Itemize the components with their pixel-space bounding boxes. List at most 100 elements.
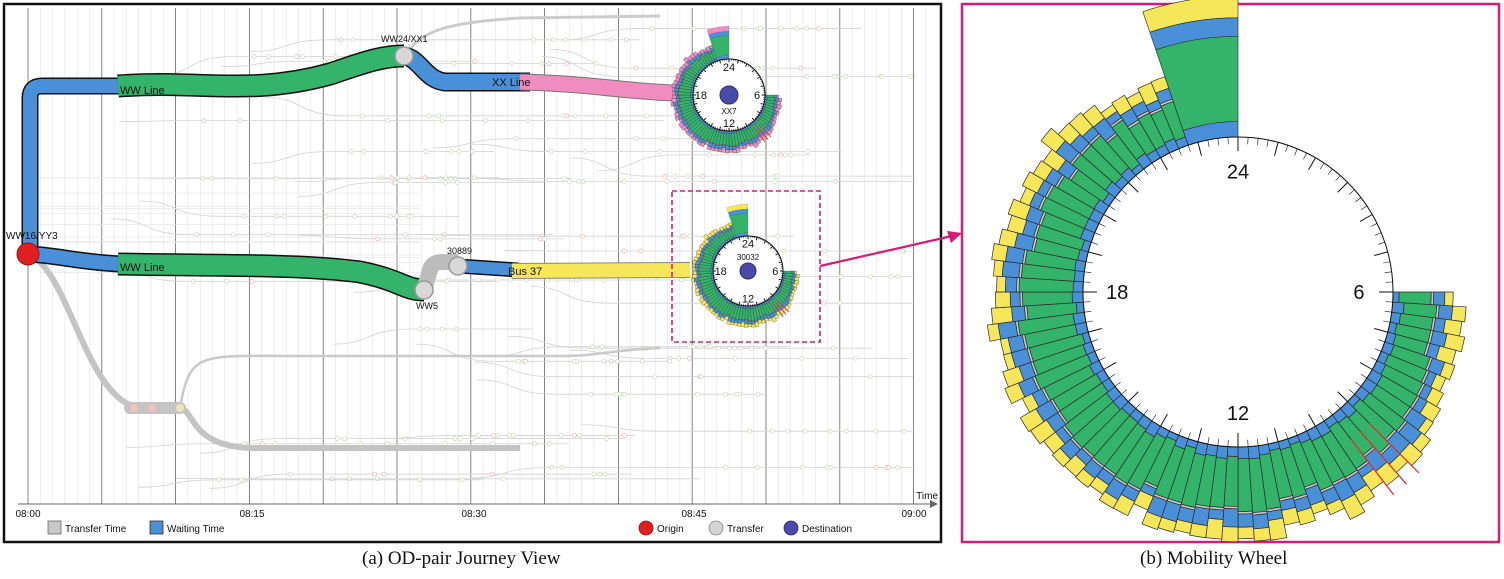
network-stop <box>583 150 587 154</box>
network-stop <box>410 214 414 218</box>
network-stop <box>874 429 878 433</box>
network-stop <box>800 356 804 360</box>
network-stop <box>201 177 205 181</box>
clock-label-6: 6 <box>1353 282 1364 304</box>
network-stop <box>347 477 351 481</box>
upper-seg2-label: XX Line <box>492 77 531 89</box>
wheel-segment <box>774 95 777 98</box>
network-stop <box>821 301 825 305</box>
network-stop <box>437 114 441 118</box>
network-stop <box>677 356 681 360</box>
network-stop <box>240 478 244 482</box>
network-stop <box>616 359 620 363</box>
wheel-segment <box>775 98 778 101</box>
network-stop <box>373 472 377 476</box>
legend-transfer: Transfer <box>727 524 765 535</box>
network-stop <box>559 433 563 437</box>
network-stop <box>772 153 776 157</box>
time-tick-0900: 09:00 <box>901 509 926 520</box>
lower-destination-label: 30032 <box>737 253 760 262</box>
network-stop <box>783 153 787 157</box>
network-stop <box>800 465 804 469</box>
network-stop <box>622 433 626 437</box>
network-stop <box>455 180 459 184</box>
lower-transfer-node-1 <box>415 281 433 299</box>
network-stop <box>758 26 762 30</box>
network-stop <box>252 55 256 59</box>
network-stop <box>324 214 328 218</box>
network-stop <box>195 233 199 237</box>
network-stop <box>880 74 884 78</box>
wheel-segment <box>697 271 699 274</box>
network-stop <box>550 465 554 469</box>
network-stop <box>604 114 608 118</box>
network-stop <box>889 275 893 279</box>
network-stop <box>686 174 690 178</box>
wheel-segment <box>676 98 679 102</box>
network-stop <box>701 174 705 178</box>
network-stop <box>552 38 556 42</box>
network-stop <box>238 119 242 123</box>
network-stop <box>691 345 695 349</box>
network-stop <box>581 179 585 183</box>
clock-label-6: 6 <box>772 266 778 278</box>
wheel-segment <box>751 321 755 324</box>
network-stop <box>524 359 528 363</box>
network-stop <box>682 234 686 238</box>
caption-a: (a) OD-pair Journey View <box>362 548 560 570</box>
network-stop <box>382 472 386 476</box>
wheel-segment <box>1238 527 1254 539</box>
network-stop <box>266 233 270 237</box>
wheel-segment <box>748 321 751 324</box>
network-stop <box>444 176 448 180</box>
network-stop <box>828 429 832 433</box>
wheel-segment <box>993 260 1003 277</box>
network-stop <box>789 153 793 157</box>
wheel-segment <box>991 307 1013 324</box>
network-stop <box>799 66 803 70</box>
network-stop <box>243 214 247 218</box>
network-stop <box>712 179 716 183</box>
network-stop <box>823 249 827 253</box>
network-stop <box>805 74 809 78</box>
lower-seg2-label: Bus 37 <box>508 266 542 278</box>
wheel-segment <box>725 145 729 149</box>
wheel-segment <box>1216 446 1228 459</box>
stop-node <box>130 404 138 412</box>
network-stop <box>723 392 727 396</box>
network-stop <box>547 62 551 66</box>
time-tick-0800: 08:00 <box>15 509 40 520</box>
network-stop <box>806 150 810 154</box>
clock-label-24: 24 <box>1227 161 1249 183</box>
network-stop <box>438 237 442 241</box>
wheel-segment <box>729 150 733 153</box>
network-stop <box>532 38 536 42</box>
network-stop <box>887 465 891 469</box>
network-stop <box>231 233 235 237</box>
legend-destination: Destination <box>802 524 852 535</box>
wheel-segment <box>736 148 740 153</box>
wheel-segment <box>675 91 678 95</box>
wheel-segment <box>796 274 799 278</box>
network-stop <box>589 392 593 396</box>
zoom-connector-arrowhead <box>947 231 962 243</box>
network-stop <box>508 278 512 282</box>
network-stop <box>283 214 287 218</box>
wheel-segment <box>729 146 733 149</box>
network-stop <box>622 249 626 253</box>
wheel-segment <box>1227 447 1238 457</box>
network-stop <box>896 465 900 469</box>
origin-label: WW16/YY3 <box>6 231 58 242</box>
network-stop <box>360 114 364 118</box>
network-stop <box>573 433 577 437</box>
network-stop <box>665 179 669 183</box>
network-stop <box>375 477 379 481</box>
wheel-segment <box>752 324 756 327</box>
network-stop <box>602 278 606 282</box>
network-stop <box>733 356 737 360</box>
od-pair-journey-view: WW Line WW24/XX1 XX Line WW16/YY3 WW Lin… <box>4 4 941 542</box>
network-stop <box>756 66 760 70</box>
network-stop <box>385 119 389 123</box>
network-stop <box>785 429 789 433</box>
